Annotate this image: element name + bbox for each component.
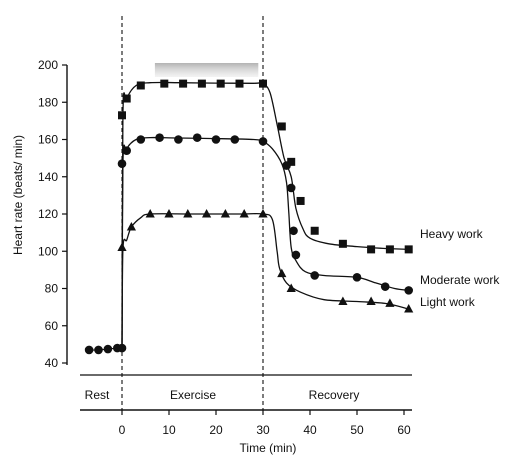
series-label: Heavy work: [420, 227, 484, 241]
phase-label-rest: Rest: [85, 388, 110, 402]
data-point: [277, 268, 287, 278]
series-label: Moderate work: [420, 273, 500, 287]
data-point: [220, 209, 230, 218]
y-tick-label: 100: [38, 244, 58, 258]
data-point: [352, 273, 362, 282]
x-tick-label: 60: [397, 423, 411, 437]
data-point: [296, 196, 305, 205]
data-point: [117, 242, 127, 252]
x-tick-label: 0: [119, 423, 126, 437]
y-tick-label: 60: [45, 319, 59, 333]
data-point: [155, 133, 164, 142]
data-point: [183, 209, 193, 218]
data-point: [338, 296, 348, 306]
series-label: Light work: [420, 295, 476, 309]
ticks: 40 60 80 100 120 140 160 180 200 0 10 20 30 40 50 60: [38, 58, 411, 437]
data-point: [338, 239, 347, 248]
rest-point: [84, 345, 94, 355]
data-point: [211, 135, 221, 144]
data-point: [310, 226, 319, 235]
rest-point: [103, 344, 113, 354]
data-point: [235, 79, 244, 88]
data-point: [385, 245, 394, 254]
data-point: [289, 226, 298, 236]
x-tick-label: 30: [256, 423, 270, 437]
data-point: [118, 111, 126, 120]
data-point: [164, 209, 174, 218]
data-point: [160, 79, 169, 88]
rest-point: [117, 343, 127, 353]
data-point: [192, 133, 202, 142]
series-square: Heavy work: [118, 79, 484, 349]
data-point: [258, 209, 268, 218]
data-point: [202, 209, 212, 218]
data-point: [291, 250, 301, 260]
y-tick-label: 180: [38, 95, 58, 109]
series-layer: Heavy work Moderate work Light work: [117, 79, 500, 349]
series-line: [121, 212, 409, 349]
data-point: [126, 222, 136, 231]
y-tick-label: 140: [38, 170, 58, 184]
data-point: [287, 157, 296, 166]
rest-point: [94, 345, 103, 355]
x-axis-title: Time (min): [240, 441, 297, 455]
x-tick-label: 10: [162, 423, 176, 437]
data-point: [230, 135, 240, 144]
data-point: [367, 245, 376, 254]
series-line: [121, 81, 409, 349]
x-tick-label: 20: [209, 423, 223, 437]
series-triangle: Light work: [117, 209, 476, 349]
x-tick-label: 40: [303, 423, 317, 437]
data-point: [179, 79, 188, 88]
data-point: [385, 298, 395, 307]
data-point: [366, 296, 376, 306]
series-circle: Moderate work: [117, 133, 500, 349]
data-point: [239, 209, 249, 218]
data-point: [277, 122, 286, 131]
data-point: [286, 183, 296, 193]
data-point: [282, 161, 291, 170]
data-point: [145, 209, 155, 218]
data-point: [380, 282, 390, 291]
y-tick-label: 80: [45, 282, 59, 296]
data-point: [174, 135, 183, 144]
data-point: [310, 271, 320, 280]
y-tick-label: 160: [38, 133, 58, 147]
data-point: [404, 303, 414, 313]
y-tick-label: 40: [45, 356, 59, 370]
data-point: [404, 286, 414, 295]
data-point: [216, 79, 225, 88]
exercise-shaded-band: [154, 63, 259, 77]
y-axis-title: Heart rate (beats/ min): [11, 135, 25, 255]
data-point: [197, 79, 206, 88]
data-point: [122, 146, 131, 155]
data-point: [117, 159, 127, 169]
data-point: [404, 245, 413, 254]
rest-layer: [84, 343, 127, 355]
data-point: [259, 79, 267, 88]
x-tick-label: 50: [350, 423, 364, 437]
phase-label-recovery: Recovery: [309, 388, 360, 402]
data-point: [122, 94, 131, 103]
data-point: [286, 283, 296, 292]
data-point: [136, 135, 146, 144]
data-point: [136, 81, 145, 90]
y-tick-label: 200: [38, 58, 58, 72]
data-point: [258, 137, 268, 146]
phase-label-exercise: Exercise: [170, 388, 216, 402]
series-line: [121, 136, 409, 349]
phase-labels: Rest Exercise Recovery: [85, 388, 360, 402]
y-tick-label: 120: [38, 207, 58, 221]
